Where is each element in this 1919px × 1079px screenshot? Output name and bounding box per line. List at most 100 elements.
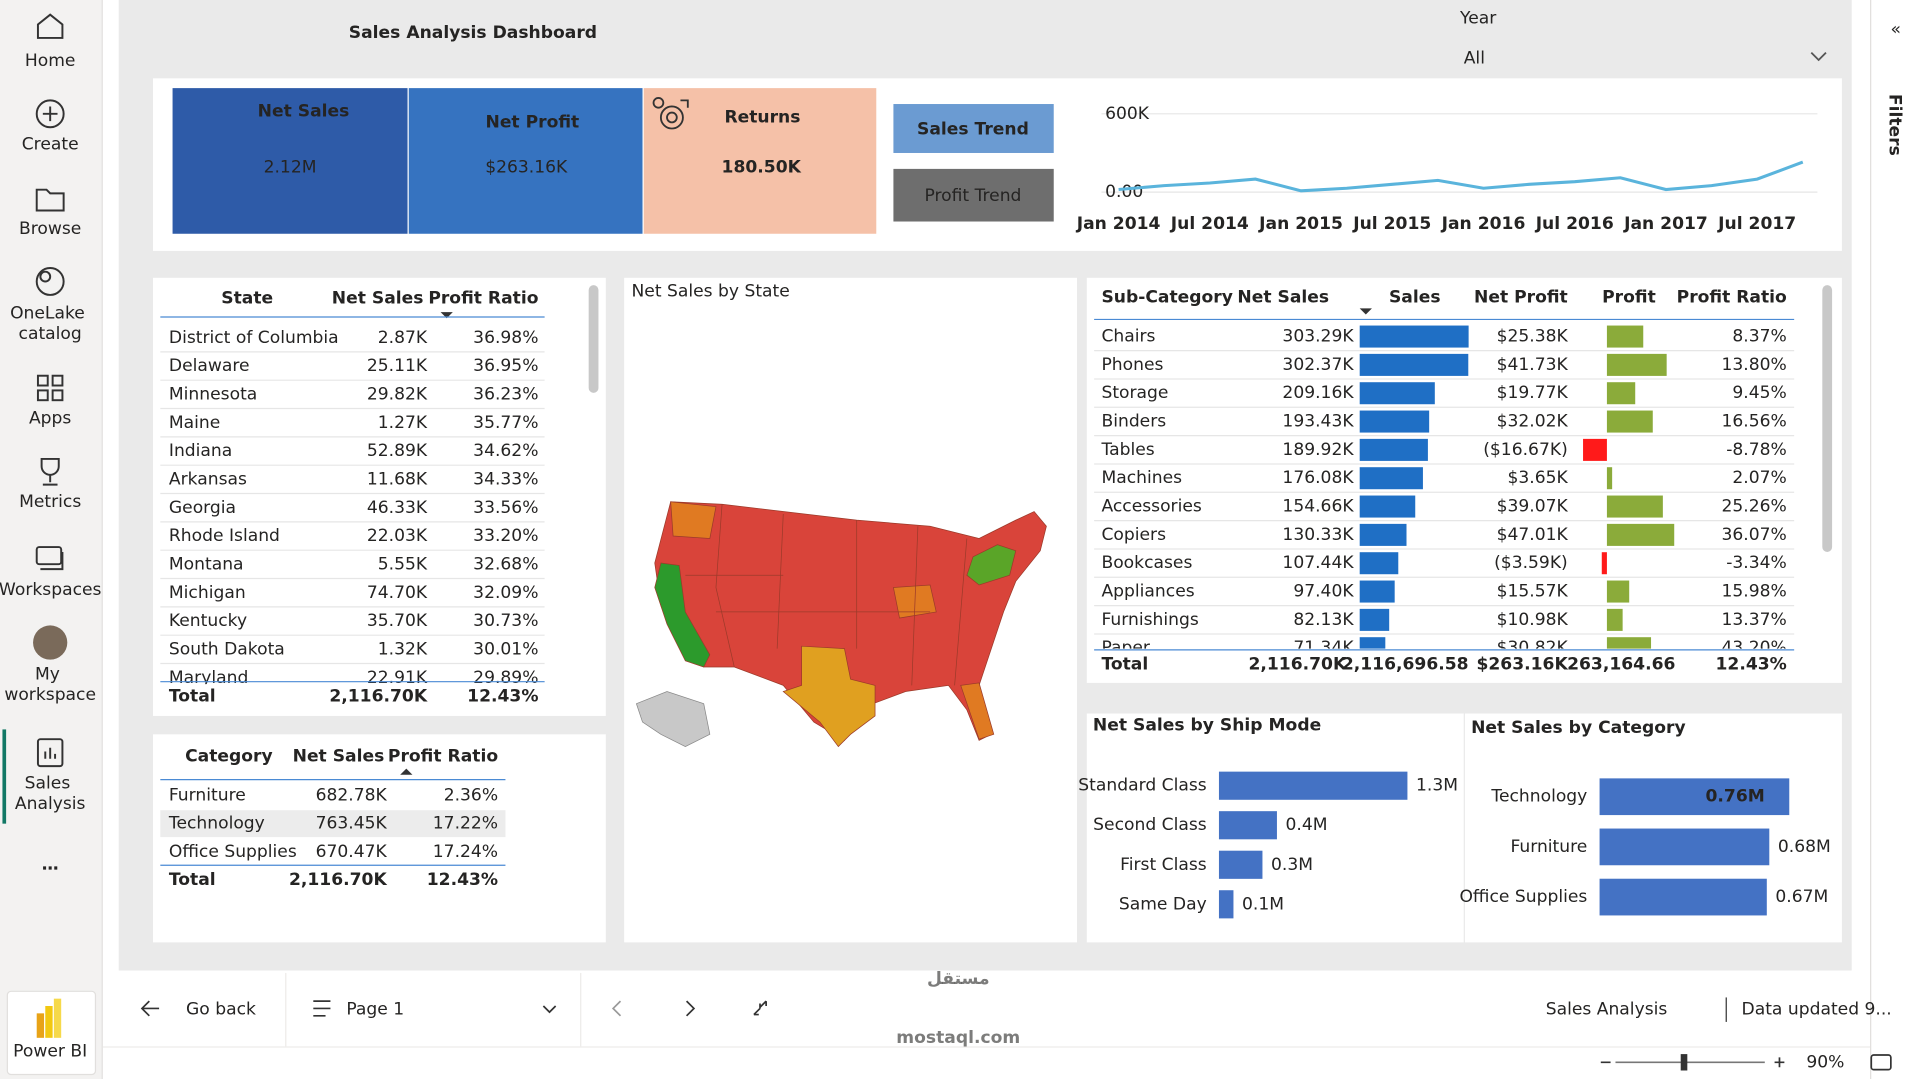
nav-item[interactable]: My workspace: [4, 664, 96, 705]
kpi-value: 2.12M: [264, 158, 317, 178]
column-header[interactable]: Profit: [1602, 287, 1656, 307]
cell: 46.33K: [367, 498, 428, 518]
more-icon[interactable]: ⋯: [42, 859, 59, 879]
slicer-dropdown[interactable]: [1810, 51, 1827, 62]
filters-pane-label[interactable]: Filters: [1885, 94, 1905, 156]
selected-indicator: [2, 729, 7, 824]
subcategory-name: Chairs: [1101, 327, 1155, 347]
cell: 32.68%: [473, 554, 538, 574]
cell: 303.29K: [1282, 327, 1354, 347]
profit-bar: [1606, 353, 1667, 376]
column-header[interactable]: Profit Ratio: [388, 746, 498, 766]
column-header[interactable]: Sub-Category: [1101, 287, 1232, 307]
slicer-label: Year: [1459, 8, 1497, 28]
bar: [1218, 890, 1234, 919]
cell: 1.32K: [378, 639, 428, 659]
sidebar: [0, 0, 102, 1079]
cell: 33.20%: [473, 526, 538, 546]
profit-bar: [1583, 438, 1607, 461]
nav-item[interactable]: Home: [25, 51, 76, 71]
cell: 209.16K: [1282, 383, 1354, 403]
y-tick-label: 0.00: [1105, 182, 1143, 202]
sort-arrow: [400, 768, 413, 775]
scrollbar[interactable]: [1822, 285, 1833, 552]
cell: 176.08K: [1282, 468, 1354, 488]
cell: 193.43K: [1282, 412, 1354, 432]
column-header[interactable]: Net Sales: [332, 289, 424, 309]
cell: 16.56%: [1722, 412, 1787, 432]
cell: 670.47K: [316, 842, 388, 862]
kpi-value: $263.16K: [485, 158, 568, 178]
avatar: [33, 625, 68, 660]
profit-trend-button[interactable]: [893, 168, 1054, 222]
category-label: Technology: [1490, 787, 1587, 807]
bar: [1218, 850, 1263, 879]
divider: [101, 0, 103, 1079]
column-header[interactable]: Sales: [1389, 287, 1441, 307]
state-name: Minnesota: [169, 384, 257, 404]
value-label: 0.68M: [1778, 837, 1831, 857]
column-header[interactable]: Net Sales: [293, 746, 385, 766]
cell: 11.68K: [367, 469, 428, 489]
nav-item[interactable]: OneLake catalog: [10, 303, 90, 344]
subcategory-name: Tables: [1100, 440, 1154, 460]
column-header[interactable]: State: [221, 289, 273, 309]
cell: 13.80%: [1722, 355, 1787, 375]
sales-bar: [1359, 382, 1435, 405]
column-header[interactable]: Category: [185, 746, 273, 766]
cell: $3.65K: [1507, 468, 1568, 488]
sales-trend-button[interactable]: [893, 104, 1054, 153]
column-header[interactable]: Profit Ratio: [1677, 287, 1787, 307]
profit-bar: [1606, 580, 1630, 603]
subcategory-name: Bookcases: [1101, 553, 1192, 573]
profit-bar: [1606, 523, 1675, 546]
collapse-filters[interactable]: «: [1891, 19, 1901, 39]
column-header[interactable]: Profit Ratio: [428, 289, 538, 309]
nav-item[interactable]: Sales Analysis: [15, 773, 86, 814]
cell: $30.82K: [1497, 638, 1569, 658]
cell: $15.57K: [1497, 582, 1569, 602]
x-tick-label: Jul 2016: [1535, 214, 1614, 234]
sales-bar: [1359, 410, 1430, 433]
button-label[interactable]: Sales Trend: [917, 120, 1029, 140]
button-label[interactable]: Profit Trend: [924, 186, 1021, 206]
slicer-value[interactable]: All: [1464, 49, 1485, 69]
app-name: Power BI: [13, 1041, 87, 1061]
column-header[interactable]: Net Sales: [1237, 287, 1329, 307]
state-name: Arkansas: [169, 469, 247, 489]
cell: 154.66K: [1282, 497, 1354, 517]
state-name: Maryland: [169, 668, 248, 688]
nav-item[interactable]: Apps: [29, 409, 71, 429]
sales-bar: [1359, 495, 1416, 518]
cell: 36.23%: [473, 384, 538, 404]
column-header[interactable]: Net Profit: [1474, 287, 1568, 307]
page-selector[interactable]: Page 1: [346, 1000, 404, 1020]
sales-bar: [1359, 608, 1390, 631]
total-cell: 2,116.70K: [1248, 655, 1347, 675]
value-label: 0.1M: [1242, 894, 1284, 914]
cell: ($16.67K): [1483, 440, 1568, 460]
subcategory-name: Binders: [1101, 412, 1166, 432]
cell: 33.56%: [473, 498, 538, 518]
cell: -8.78%: [1726, 440, 1787, 460]
divider: [285, 972, 287, 1047]
value-label: 0.4M: [1286, 815, 1328, 835]
cell: 8.37%: [1732, 327, 1786, 347]
bar: [1599, 828, 1770, 866]
nav-item[interactable]: Create: [22, 134, 79, 154]
scrollbar[interactable]: [588, 285, 599, 393]
go-back[interactable]: Go back: [186, 1000, 256, 1020]
trend-line: [1118, 160, 1804, 193]
nav-item[interactable]: Metrics: [19, 492, 81, 512]
cell: 189.92K: [1282, 440, 1354, 460]
nav-item[interactable]: Workspaces: [0, 580, 102, 600]
state-name: South Dakota: [169, 639, 285, 659]
map-title: Net Sales by State: [632, 281, 790, 301]
nav-item[interactable]: Browse: [19, 219, 81, 239]
cell: 2.07%: [1732, 468, 1786, 488]
value-label: 0.76M: [1705, 787, 1764, 807]
y-tick-label: 600K: [1105, 104, 1150, 124]
sidebar-icons: [35, 13, 65, 768]
kpi-label: Net Profit: [485, 112, 579, 132]
